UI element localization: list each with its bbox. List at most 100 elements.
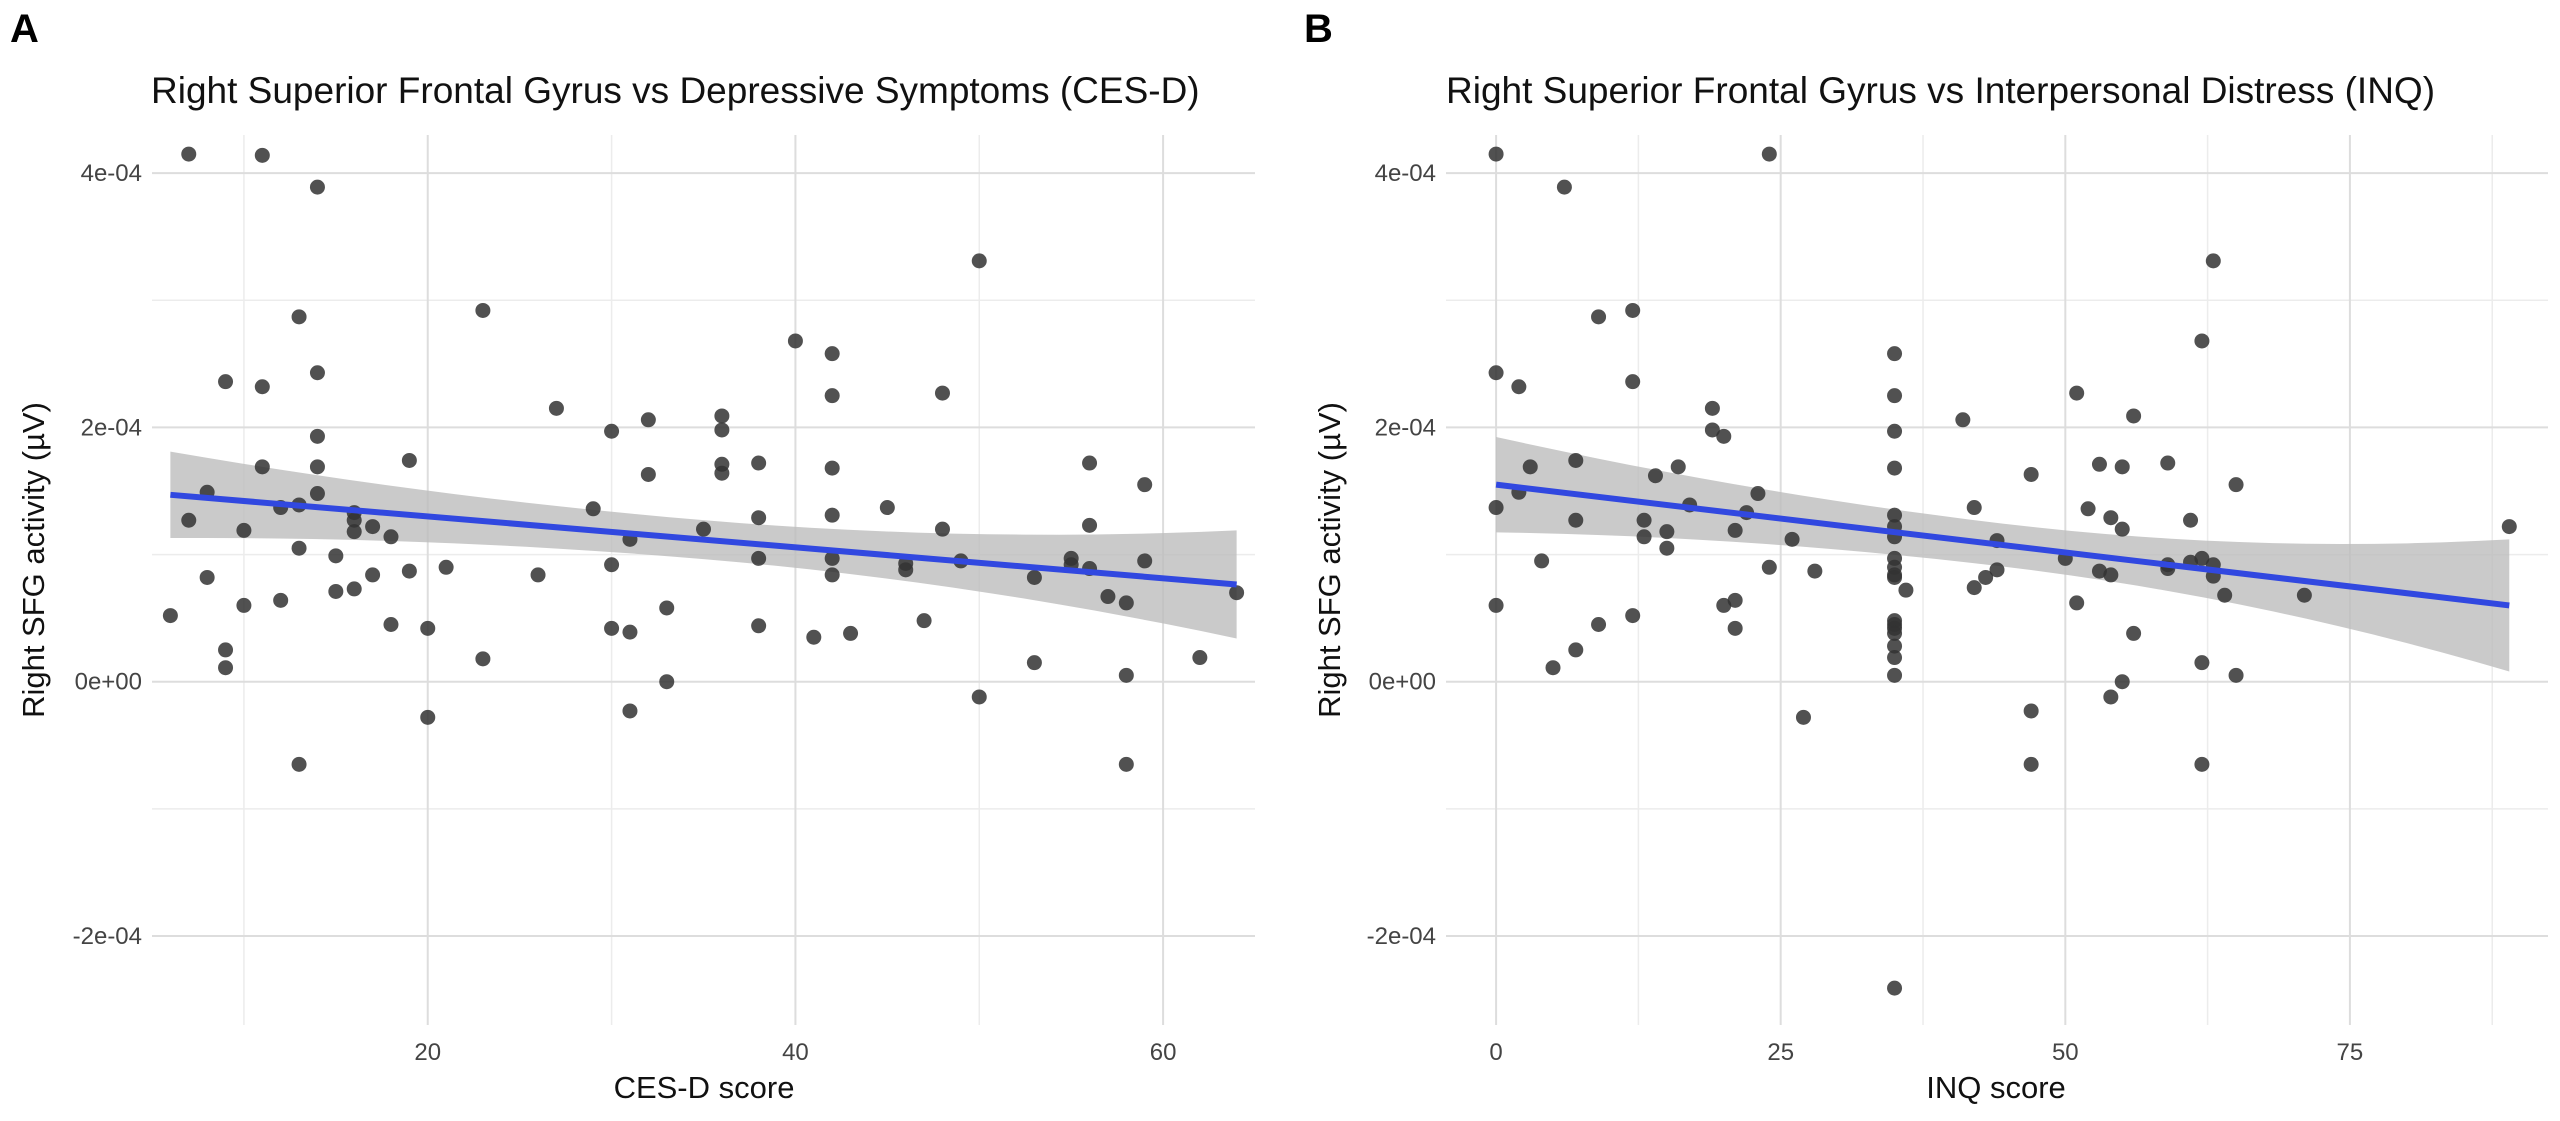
panel-b-points: [1488, 146, 2517, 996]
panel-a-data-point: [1118, 756, 1134, 772]
panel-b-data-point: [2501, 519, 2517, 535]
panel-a-data-point: [604, 620, 620, 636]
panel-b-data-point: [2069, 595, 2085, 611]
panel-letter-b: B: [1304, 7, 1333, 51]
panel-b-data-point: [2126, 408, 2142, 424]
panel-a-data-point: [291, 756, 307, 772]
panel-a-data-point: [1100, 589, 1116, 605]
panel-a-data-point: [548, 400, 564, 416]
panel-b-data-point: [2114, 674, 2130, 690]
panel-a-data-point: [934, 521, 950, 537]
panel-a-x-tick-label: 40: [782, 1039, 809, 1066]
panel-a-data-point: [346, 512, 362, 528]
panel-b-data-point: [2114, 521, 2130, 537]
panel-a-data-point: [1229, 585, 1245, 601]
panel-a-data-point: [401, 563, 417, 579]
panel-a-x-tick-label: 60: [1150, 1039, 1177, 1066]
panel-a-points: [162, 146, 1245, 772]
panel-a-x-tick-labels: 20 40 60: [414, 1039, 1176, 1066]
panel-a-data-point: [254, 459, 270, 475]
panel-b-data-point: [2080, 501, 2096, 517]
panel-a-data-point: [309, 459, 325, 475]
panel-b-confidence-band: [1496, 436, 2510, 672]
panel-a-y-axis-label: Right SFG activity (µV): [16, 402, 51, 718]
panel-b-data-point: [1887, 460, 1903, 476]
panel-a-data-point: [162, 608, 178, 624]
panel-a-data-point: [420, 709, 436, 725]
panel-a-data-point: [346, 581, 362, 597]
panel-a-data-point: [898, 562, 914, 578]
panel-a-data-point: [383, 617, 399, 632]
panel-b-data-point: [2296, 587, 2312, 603]
panel-a-data-point: [824, 388, 840, 404]
panel-a-data-point: [806, 629, 822, 645]
panel-a-title: Right Superior Frontal Gyrus vs Depressi…: [151, 70, 1200, 111]
panel-b-y-tick-label: 0e+00: [1369, 669, 1436, 696]
panel-a-data-point: [530, 567, 546, 583]
panel-b-data-point: [1887, 569, 1903, 585]
panel-a-data-point: [309, 428, 325, 444]
panel-a-data-point: [1026, 569, 1042, 585]
panel-b-data-point: [2194, 756, 2210, 772]
panel-b-regression-line: [1495, 481, 2510, 609]
panel-a-confidence-band-area: [170, 451, 1237, 639]
panel-a-data-point: [751, 455, 767, 471]
panel-b-data-point: [1727, 522, 1743, 538]
panel-a-data-point: [604, 423, 620, 439]
panel-b-data-point: [1887, 507, 1903, 523]
panel-b-data-point: [1545, 660, 1561, 676]
panel-b-data-point: [1534, 553, 1550, 569]
panel-b-data-point: [1625, 302, 1641, 318]
panel-a-data-point: [181, 512, 197, 528]
panel-b-data-point: [1727, 592, 1743, 608]
panel-a-data-point: [365, 567, 381, 583]
panel-a-data-point: [254, 379, 270, 395]
panel-a-data-point: [1137, 477, 1153, 493]
panel-a-data-point: [309, 179, 325, 195]
panel-a-data-point: [475, 302, 491, 318]
panel-b: B Right Superior Frontal Gyrus vs Interp…: [1304, 7, 2548, 1105]
panel-a-data-point: [1118, 667, 1134, 683]
panel-a-data-point: [236, 597, 252, 613]
panel-b-data-point: [1887, 650, 1903, 666]
panel-b-data-point: [2103, 510, 2119, 526]
panel-a-data-point: [879, 500, 895, 516]
panel-a-y-tick-label: 0e+00: [75, 669, 142, 696]
panel-a-data-point: [438, 559, 454, 575]
panel-b-data-point: [1625, 374, 1641, 390]
panel-a-confidence-band: [170, 451, 1237, 639]
panel-b-data-point: [1795, 709, 1811, 725]
panel-b-y-tick-label: 4e-04: [1375, 160, 1436, 187]
panel-b-y-tick-label: -2e-04: [1367, 923, 1436, 950]
panel-b-data-point: [2228, 667, 2244, 683]
panel-b-x-tick-label: 50: [2052, 1039, 2079, 1066]
panel-a-data-point: [181, 146, 197, 162]
panel-a-data-point: [475, 651, 491, 667]
panel-b-data-point: [1750, 486, 1766, 502]
panel-b-data-point: [2023, 466, 2039, 482]
panel-b-data-point: [1887, 667, 1903, 683]
panel-b-x-tick-label: 0: [1489, 1039, 1502, 1066]
panel-a-data-point: [604, 557, 620, 573]
panel-b-data-point: [2183, 512, 2199, 528]
panel-b-x-tick-labels: 0 25 50 75: [1489, 1039, 2363, 1066]
panel-b-data-point: [2091, 456, 2107, 472]
panel-a-data-point: [401, 452, 417, 468]
panel-a-y-tick-label: 2e-04: [81, 414, 142, 441]
panel-b-data-point: [1887, 638, 1903, 654]
panel-a-data-point: [824, 460, 840, 476]
panel-a-data-point: [934, 385, 950, 401]
panel-b-x-tick-label: 75: [2337, 1039, 2364, 1066]
panel-a-regression-line: [170, 491, 1237, 588]
panel-b-data-point: [2069, 385, 2085, 401]
panel-b-data-point: [1647, 468, 1663, 484]
panel-a-data-point: [622, 703, 638, 719]
panel-b-data-point: [1989, 562, 2005, 578]
panel-b-data-point: [1488, 365, 1504, 381]
panel-b-data-point: [1887, 346, 1903, 362]
panel-b-data-point: [1659, 540, 1675, 556]
panel-b-title: Right Superior Frontal Gyrus vs Interper…: [1446, 70, 2435, 111]
panel-a-data-point: [787, 333, 803, 349]
panel-a-data-point: [328, 548, 344, 564]
panel-a-data-point: [383, 529, 399, 545]
